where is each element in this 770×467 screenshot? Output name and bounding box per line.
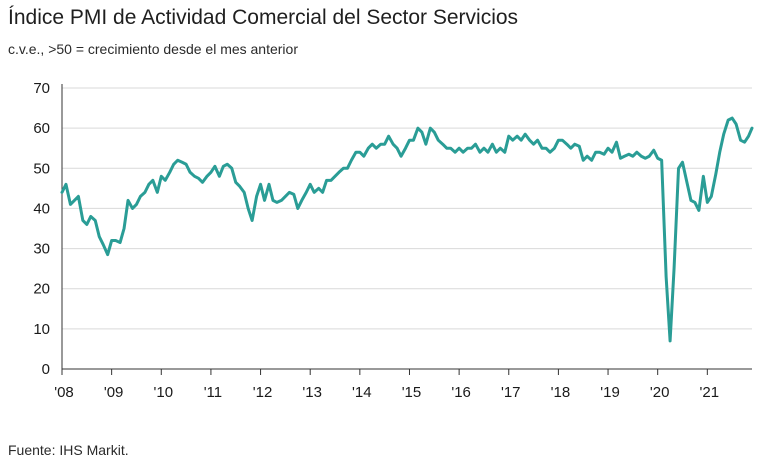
y-axis: 0 10 20 30 40 50 60 70 [33,80,63,378]
y-tick-label: 40 [33,200,50,217]
y-tick-label: 10 [33,321,50,338]
grid-lines [62,87,752,330]
series-line [60,116,754,343]
x-tick-label: '09 [104,384,124,401]
x-tick-label: '08 [54,384,74,401]
x-axis: '08 '09 '10 '11 '12 '13 '14 '15 '16 '17 '18 '19 '20 '… [54,368,752,401]
x-tick-label: '18 [551,384,571,401]
y-tick-label: 30 [33,241,50,258]
y-tick-label: 0 [42,361,50,378]
series-layer [60,116,754,343]
x-tick-label: '16 [451,384,471,401]
x-tick-label: '15 [402,384,422,401]
chart-subtitle: c.v.e., >50 = crecimiento desde el mes a… [8,41,298,57]
x-tick-label: '14 [352,384,372,401]
y-tick-label: 50 [33,160,50,177]
y-tick-label: 70 [33,80,50,97]
x-tick-label: '17 [501,384,521,401]
x-tick-label: '13 [302,384,322,401]
chart-title: Índice PMI de Actividad Comercial del Se… [8,6,519,29]
x-tick-label: '11 [204,384,222,401]
y-tick-label: 20 [33,281,50,298]
x-tick-label: '20 [650,384,670,401]
y-tick-label: 60 [33,120,50,137]
source-note: Fuente: IHS Markit. [8,442,129,458]
x-tick-label: '19 [600,384,620,401]
x-tick-label: '21 [700,384,720,401]
x-tick-label: '10 [153,384,173,401]
x-tick-label: '12 [253,384,273,401]
